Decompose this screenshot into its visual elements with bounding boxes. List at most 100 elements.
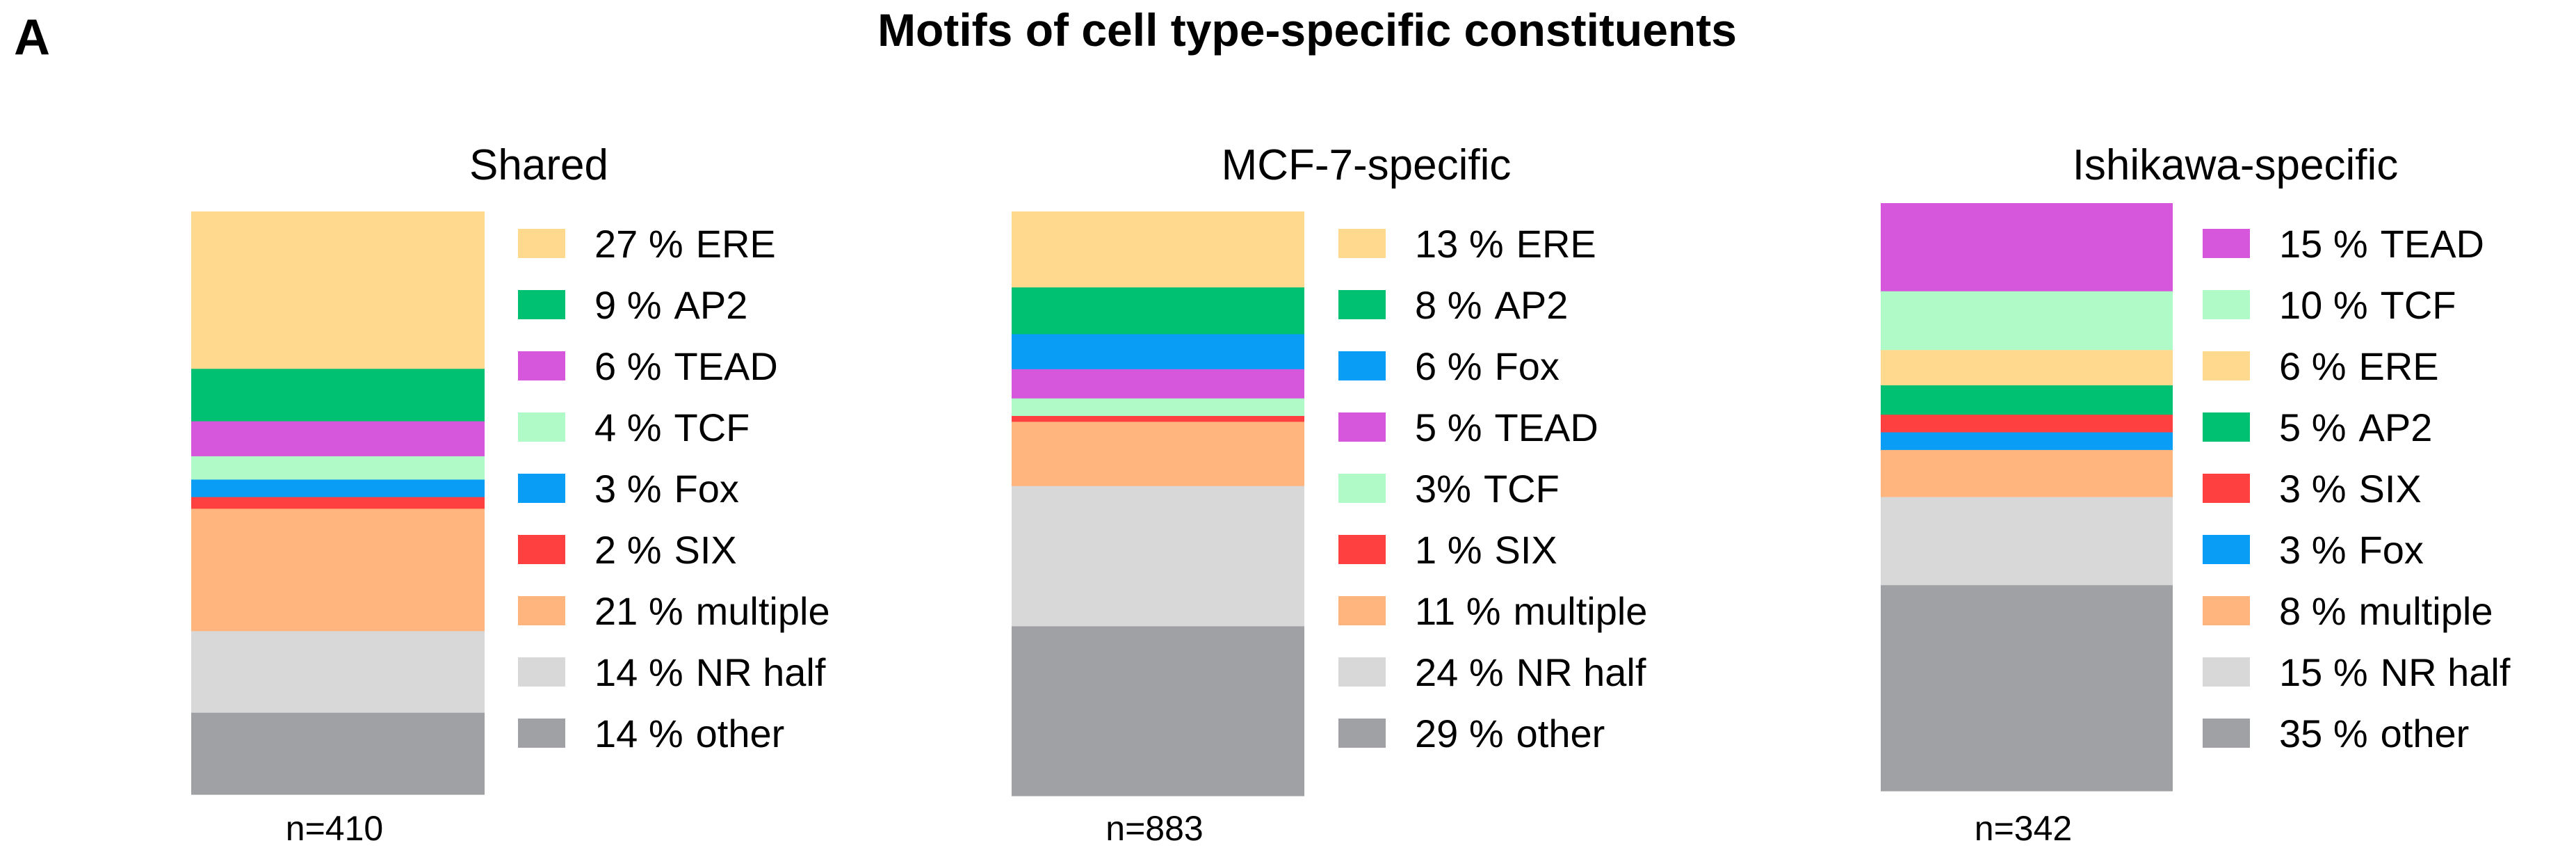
chart-title: Shared — [469, 141, 608, 189]
bar-segment-nr-half — [191, 631, 485, 714]
legend-label: NR half — [2381, 650, 2511, 694]
legend-value: 15 % — [2279, 222, 2368, 266]
legend-swatch — [2203, 229, 2250, 258]
chart-title: Ishikawa-specific — [2073, 141, 2399, 189]
legend-value: 14 % — [594, 650, 683, 694]
legend-value: 35 % — [2279, 712, 2368, 755]
legend-value: 3 % — [2279, 467, 2347, 511]
bar-segment-multiple — [1012, 422, 1304, 487]
bar-segment-tead — [191, 421, 485, 457]
legend-label: multiple — [1513, 589, 1647, 633]
sample-count-label: n=410 — [286, 809, 383, 848]
legend-label: AP2 — [2359, 406, 2433, 449]
legend-swatch — [518, 719, 565, 748]
legend-label: other — [1516, 712, 1605, 755]
legend-label: TCF — [2381, 283, 2456, 327]
legend-label: ERE — [1516, 222, 1596, 266]
bar-segment-ap2 — [1012, 287, 1304, 335]
legend-value: 9 % — [594, 283, 662, 327]
figure-title: Motifs of cell type-specific constituent… — [877, 4, 1737, 56]
legend-value: 5 % — [2279, 406, 2347, 449]
legend-value: 1 % — [1415, 528, 1482, 572]
legend-label: TCF — [1484, 467, 1560, 511]
sample-count-label: n=342 — [1975, 809, 2072, 848]
bar-segment-other — [1881, 585, 2173, 792]
legend-value: 3% — [1415, 467, 1471, 511]
bar-segment-ap2 — [1881, 385, 2173, 415]
legend-swatch — [2203, 351, 2250, 380]
legend-label: AP2 — [1495, 283, 1569, 327]
legend-label: Fox — [1495, 344, 1560, 388]
legend-swatch — [518, 351, 565, 380]
bar-segment-ere — [1881, 350, 2173, 386]
legend-value: 24 % — [1415, 650, 1504, 694]
legend-label: TEAD — [2381, 222, 2484, 266]
legend-swatch — [1338, 474, 1386, 503]
legend-swatch — [1338, 229, 1386, 258]
panel-label: A — [14, 10, 50, 65]
legend-swatch — [518, 657, 565, 687]
bar-segment-nr-half — [1881, 497, 2173, 586]
bar-segment-ere — [1012, 211, 1304, 288]
legend-label: NR half — [1516, 650, 1646, 694]
legend-label: other — [2381, 712, 2470, 755]
legend-swatch — [2203, 412, 2250, 442]
legend-swatch — [1338, 596, 1386, 625]
legend-label: Fox — [674, 467, 739, 511]
legend-swatch — [2203, 719, 2250, 748]
legend-label: SIX — [674, 528, 737, 572]
legend-value: 8 % — [1415, 283, 1482, 327]
legend-label: ERE — [2359, 344, 2439, 388]
bar-segment-six — [191, 497, 485, 509]
bar-segment-tead — [1881, 203, 2173, 292]
legend-label: Fox — [2359, 528, 2424, 572]
chart-title: MCF-7-specific — [1222, 141, 1512, 189]
legend-swatch — [518, 229, 565, 258]
bar-segment-tcf — [191, 456, 485, 481]
legend-swatch — [1338, 351, 1386, 380]
legend-value: 27 % — [594, 222, 683, 266]
bar-segment-six — [1012, 416, 1304, 422]
legend-swatch — [2203, 657, 2250, 687]
legend-swatch — [1338, 657, 1386, 687]
stacked-bar-chart: Shared 27 % ERE 9 % AP2 6 % TEAD 4 % TCF 3 % Fox 2 … — [191, 141, 830, 848]
legend-label: other — [696, 712, 785, 755]
legend-value: 8 % — [2279, 589, 2347, 633]
legend-swatch — [518, 596, 565, 625]
legend-swatch — [2203, 535, 2250, 564]
bar-segment-tead — [1012, 369, 1304, 399]
legend-swatch — [518, 412, 565, 442]
legend-label: NR half — [696, 650, 826, 694]
legend-value: 10 % — [2279, 283, 2368, 327]
legend-value: 21 % — [594, 589, 683, 633]
bar-segment-multiple — [191, 508, 485, 632]
legend-value: 5 % — [1415, 406, 1482, 449]
bar-segment-fox — [1012, 334, 1304, 370]
legend-value: 29 % — [1415, 712, 1504, 755]
legend-label: SIX — [2359, 467, 2422, 511]
bar-segment-tcf — [1012, 398, 1304, 417]
legend-label: multiple — [696, 589, 830, 633]
legend-swatch — [2203, 596, 2250, 625]
bar-segment-multiple — [1881, 449, 2173, 498]
legend-label: TEAD — [674, 344, 778, 388]
legend-swatch — [2203, 290, 2250, 319]
bar-segment-tcf — [1881, 291, 2173, 351]
bar-segment-fox — [1881, 432, 2173, 451]
legend-label: SIX — [1495, 528, 1557, 572]
legend-value: 6 % — [594, 344, 662, 388]
legend-label: multiple — [2359, 589, 2493, 633]
legend-value: 6 % — [1415, 344, 1482, 388]
bar-segment-ap2 — [191, 369, 485, 422]
legend-swatch — [518, 290, 565, 319]
stacked-bar-chart: MCF-7-specific 13 % ERE 8 % AP2 6 % Fox 5 % TEAD… — [1012, 141, 1647, 848]
legend-swatch — [518, 535, 565, 564]
charts-group: Shared 27 % ERE 9 % AP2 6 % TEAD 4 % TCF 3 % Fox 2 … — [191, 141, 2511, 848]
legend-value: 3 % — [594, 467, 662, 511]
bar-segment-other — [1012, 626, 1304, 796]
legend-value: 15 % — [2279, 650, 2368, 694]
legend-swatch — [1338, 290, 1386, 319]
bar-segment-ere — [191, 211, 485, 369]
legend-value: 2 % — [594, 528, 662, 572]
